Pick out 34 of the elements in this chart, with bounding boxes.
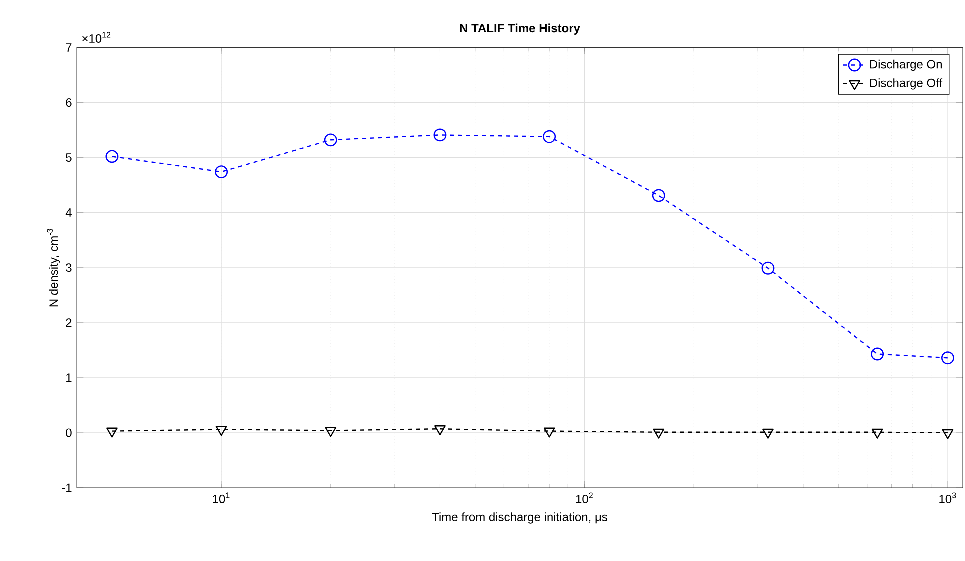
y-tick-label: 4: [66, 208, 72, 217]
point: [434, 128, 447, 142]
y-axis-title: N density, cm$^{-3}$: [47, 229, 60, 307]
y-tick-label: 7: [66, 44, 72, 52]
point: [106, 428, 118, 438]
legend-label: Discharge On: [870, 60, 942, 72]
point: [106, 150, 119, 164]
y-tick-label: 0: [66, 428, 72, 438]
point: [543, 130, 556, 144]
point: [215, 166, 228, 179]
y-tick-label: 5: [66, 154, 72, 162]
x-tick-label: 10$^{3}$: [940, 492, 956, 504]
text: ×10$^{12}$: [82, 32, 111, 43]
y-tick-label: 3: [66, 264, 72, 272]
point: [762, 262, 775, 275]
point: [653, 428, 665, 439]
point: [216, 426, 228, 436]
point: [762, 428, 774, 439]
legend-label: Discharge Off: [870, 78, 943, 90]
x-tick-label: 10$^{2}$: [576, 492, 593, 504]
y-tick-label: -1: [62, 484, 72, 492]
point: [325, 427, 337, 438]
y-tick-label: 1: [66, 374, 72, 382]
y-tick-label: 6: [66, 98, 72, 107]
x-axis-title: Time from discharge initiation, μs: [432, 512, 608, 524]
point: [324, 134, 338, 147]
point: [434, 426, 446, 436]
point: [652, 189, 666, 202]
y-tick-label: 2: [66, 318, 72, 328]
point: [872, 428, 884, 439]
point: [871, 348, 884, 361]
point: [544, 428, 556, 438]
x-tick-label: 10$^{1}$: [213, 492, 230, 504]
chart-title: N TALIF Time History: [460, 24, 580, 35]
